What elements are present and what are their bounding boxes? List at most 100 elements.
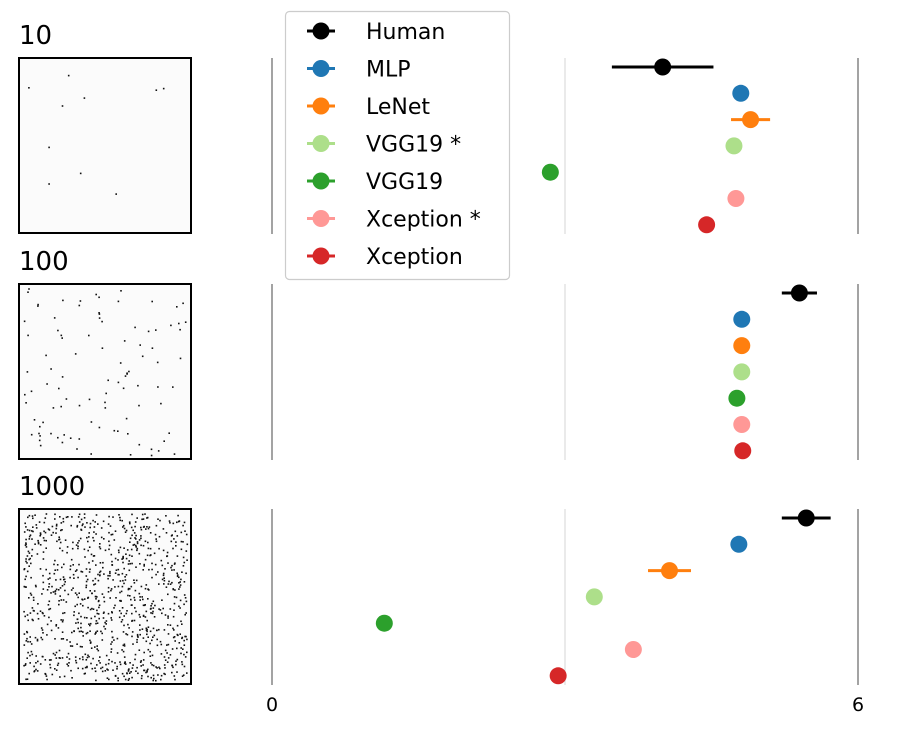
stimulus-dot <box>163 440 165 442</box>
stimulus-dot <box>78 521 81 523</box>
stimulus-dot <box>122 556 124 559</box>
stimulus-dot <box>88 655 90 658</box>
stimulus-dot <box>50 432 52 435</box>
stimulus-dot <box>47 578 50 580</box>
stimulus-dot <box>27 640 29 643</box>
stimulus-dot <box>29 636 31 638</box>
stimulus-dot <box>30 433 33 436</box>
stimulus-dot <box>126 633 129 636</box>
stimulus-dot <box>182 674 185 676</box>
stimulus-dot <box>89 608 92 611</box>
stimulus-dot <box>31 515 34 517</box>
stimulus-dot <box>134 537 136 539</box>
stimulus-dot <box>181 661 183 663</box>
stimulus-dot <box>79 537 82 540</box>
stimulus-dot <box>156 644 159 647</box>
stimulus-dot <box>166 661 169 663</box>
stimulus-dot <box>30 643 33 645</box>
stimulus-dot <box>45 354 47 357</box>
stimulus-dot <box>183 603 185 606</box>
stimulus-dot <box>26 678 29 680</box>
stimulus-dot <box>26 371 29 373</box>
stimulus-dot <box>172 588 175 591</box>
stimulus-dot <box>98 313 101 315</box>
stimulus-dot <box>166 652 168 654</box>
stimulus-dot <box>178 582 180 584</box>
stimulus-dot <box>108 531 110 534</box>
stimulus-dot <box>122 387 125 390</box>
stimulus-dot <box>90 641 92 643</box>
stimulus-dot <box>52 407 55 409</box>
stimulus-dot <box>99 574 101 577</box>
stimulus-dot <box>157 518 159 520</box>
stimulus-image-frame <box>18 508 192 685</box>
stimulus-dot <box>170 535 173 537</box>
stimulus-dot <box>163 577 165 579</box>
stimulus-dot <box>48 600 51 603</box>
stimulus-dot <box>23 531 26 533</box>
stimulus-dot <box>106 677 109 679</box>
stimulus-dot <box>54 569 56 571</box>
stimulus-dot <box>43 615 46 617</box>
stimulus-dot <box>176 624 179 627</box>
stimulus-dot <box>102 520 105 523</box>
stimulus-dot <box>39 568 42 570</box>
stimulus-dot <box>125 553 127 555</box>
panel-label: 100 <box>19 247 69 277</box>
stimulus-dot <box>100 536 103 539</box>
stimulus-dot <box>175 663 177 666</box>
stimulus-dot <box>144 604 146 606</box>
legend-marker <box>312 247 330 265</box>
stimulus-dot <box>96 609 98 612</box>
stimulus-dot <box>183 521 186 524</box>
stimulus-dot <box>136 666 138 669</box>
stimulus-dot <box>127 594 129 597</box>
stimulus-dot <box>98 599 100 602</box>
stimulus-dot <box>96 645 98 647</box>
stimulus-dot <box>75 622 77 624</box>
stimulus-dot <box>82 523 84 525</box>
panel-1000: 1000 <box>18 472 859 685</box>
stimulus-dot <box>42 551 45 553</box>
stimulus-dot <box>111 533 114 536</box>
stimulus-dot <box>24 663 27 665</box>
stimulus-dot <box>185 635 187 638</box>
stimulus-dot <box>67 74 70 77</box>
stimulus-dot <box>161 564 164 567</box>
stimulus-dot <box>45 513 48 515</box>
stimulus-dot <box>107 591 110 593</box>
stimulus-dot <box>78 438 81 440</box>
stimulus-dot <box>27 516 29 519</box>
stimulus-dot <box>150 612 152 614</box>
panel-100: 100 <box>18 247 859 460</box>
stimulus-dot <box>155 89 158 91</box>
point-xception <box>549 667 567 685</box>
stimulus-dot <box>33 670 36 672</box>
stimulus-dot <box>144 587 147 590</box>
stimulus-dot <box>104 549 107 552</box>
stimulus-dot <box>92 519 94 522</box>
stimulus-dot <box>55 625 57 627</box>
stimulus-dot <box>108 515 110 518</box>
stimulus-dot <box>180 652 182 655</box>
stimulus-dot <box>95 595 97 598</box>
stimulus-dot <box>131 555 133 557</box>
stimulus-dot <box>81 571 84 573</box>
legend-marker <box>312 60 330 77</box>
stimulus-dot <box>178 588 180 590</box>
stimulus-dot <box>143 565 145 567</box>
stimulus-dot <box>30 576 32 579</box>
stimulus-dot <box>68 658 71 660</box>
stimulus-dot <box>129 595 131 597</box>
stimulus-dot <box>150 454 153 457</box>
stimulus-dot <box>27 291 29 293</box>
stimulus-dot <box>48 146 50 149</box>
stimulus-dot <box>76 618 79 620</box>
stimulus-dot <box>179 607 181 609</box>
stimulus-dot <box>54 593 57 595</box>
stimulus-dot <box>75 544 78 546</box>
stimulus-dot <box>125 612 128 615</box>
stimulus-dot <box>139 344 141 346</box>
data-point <box>797 509 815 527</box>
stimulus-dot <box>62 638 65 640</box>
